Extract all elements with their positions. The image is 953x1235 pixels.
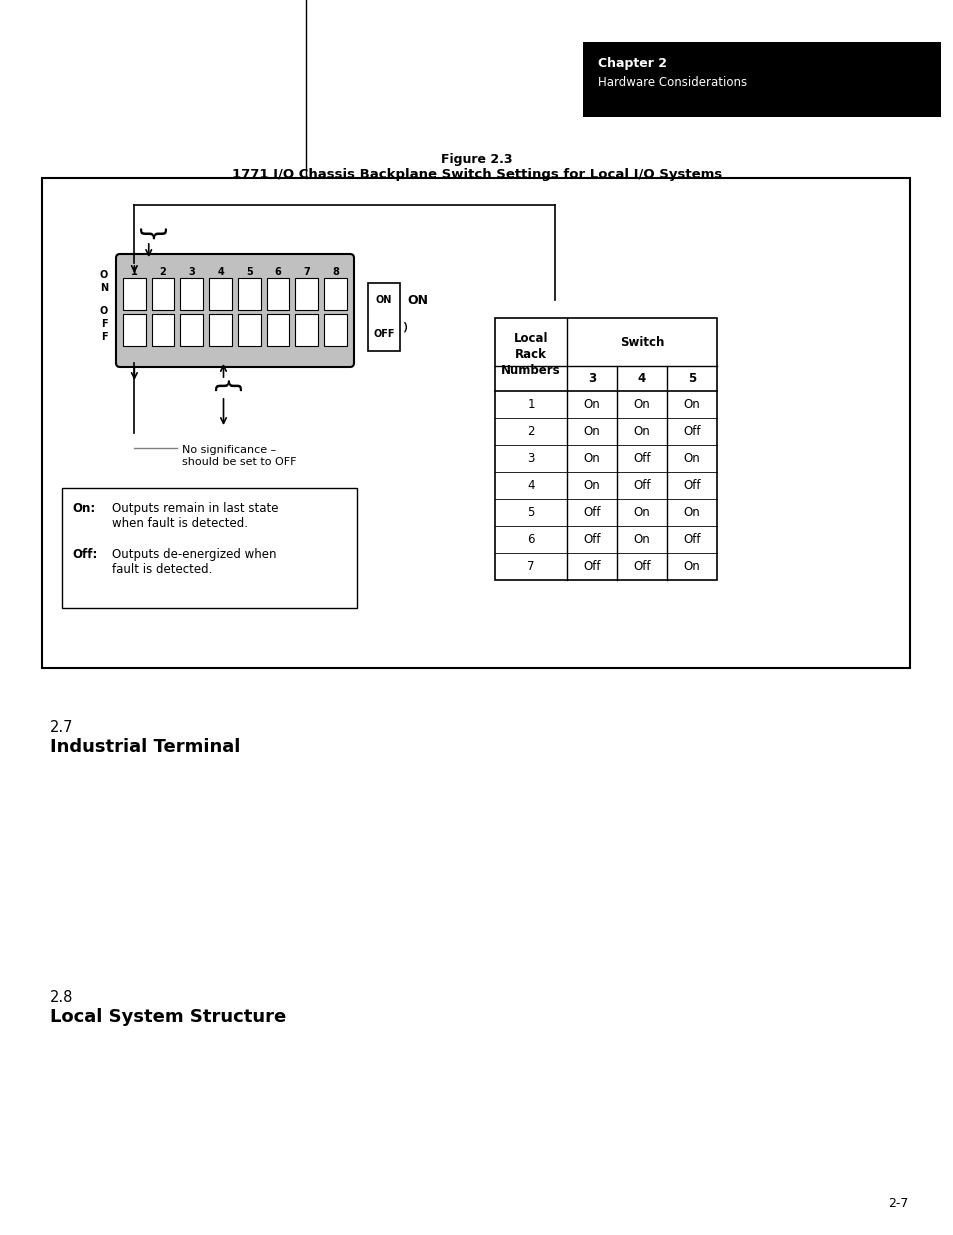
Text: 6: 6 xyxy=(274,267,281,277)
Text: F: F xyxy=(101,319,107,329)
Text: Off: Off xyxy=(682,425,700,438)
Bar xyxy=(180,314,203,346)
Text: 4: 4 xyxy=(638,372,645,385)
Text: Off: Off xyxy=(582,534,600,546)
Text: On: On xyxy=(633,398,650,411)
Text: On: On xyxy=(583,398,599,411)
Bar xyxy=(209,278,232,310)
Text: 3: 3 xyxy=(189,267,195,277)
Text: 5: 5 xyxy=(527,506,534,519)
Text: N: N xyxy=(100,283,108,293)
Bar xyxy=(267,278,289,310)
Bar xyxy=(495,317,717,580)
Text: ON: ON xyxy=(407,294,428,306)
Text: Off: Off xyxy=(582,559,600,573)
Text: 4: 4 xyxy=(217,267,224,277)
Text: Off: Off xyxy=(682,479,700,492)
Text: 8: 8 xyxy=(332,267,338,277)
Text: 5: 5 xyxy=(246,267,253,277)
Bar xyxy=(295,314,318,346)
Text: No significance –
should be set to OFF: No significance – should be set to OFF xyxy=(182,445,296,467)
Bar xyxy=(324,278,347,310)
Text: ON: ON xyxy=(375,295,392,305)
Text: 3: 3 xyxy=(587,372,596,385)
Text: Local
Rack
Numbers: Local Rack Numbers xyxy=(500,332,560,377)
Text: 2-7: 2-7 xyxy=(887,1197,907,1210)
Text: 6: 6 xyxy=(527,534,535,546)
Bar xyxy=(368,283,399,351)
Bar xyxy=(42,178,909,668)
Text: Off: Off xyxy=(633,559,650,573)
Bar xyxy=(123,278,146,310)
Bar xyxy=(123,314,146,346)
Text: On: On xyxy=(583,452,599,466)
Bar xyxy=(237,314,260,346)
Text: O: O xyxy=(100,270,108,280)
Text: On: On xyxy=(683,398,700,411)
Text: O: O xyxy=(100,306,108,316)
Text: 2.7: 2.7 xyxy=(50,720,73,735)
Text: 2: 2 xyxy=(159,267,167,277)
Text: OFF: OFF xyxy=(373,329,395,338)
Text: }: } xyxy=(134,227,163,245)
Text: On: On xyxy=(683,506,700,519)
Text: Outputs de-energized when
fault is detected.: Outputs de-energized when fault is detec… xyxy=(112,548,276,576)
Text: Off:: Off: xyxy=(71,548,97,561)
Text: Off: Off xyxy=(682,534,700,546)
Text: 3: 3 xyxy=(527,452,534,466)
Text: {: { xyxy=(210,379,237,396)
Text: On: On xyxy=(583,479,599,492)
Text: On: On xyxy=(583,425,599,438)
Bar xyxy=(209,314,232,346)
Text: Off: Off xyxy=(633,479,650,492)
Text: Chapter 2: Chapter 2 xyxy=(598,57,666,70)
Text: 5: 5 xyxy=(687,372,696,385)
Bar xyxy=(237,278,260,310)
FancyBboxPatch shape xyxy=(116,254,354,367)
Text: F: F xyxy=(101,332,107,342)
Text: On:: On: xyxy=(71,501,95,515)
Bar xyxy=(180,278,203,310)
Text: On: On xyxy=(683,559,700,573)
Bar xyxy=(152,278,174,310)
Text: 1: 1 xyxy=(527,398,535,411)
Text: On: On xyxy=(633,506,650,519)
Text: Industrial Terminal: Industrial Terminal xyxy=(50,739,240,756)
Text: On: On xyxy=(633,425,650,438)
Text: On: On xyxy=(683,452,700,466)
Text: 7: 7 xyxy=(303,267,310,277)
Text: Switch: Switch xyxy=(619,336,663,348)
Text: 1: 1 xyxy=(131,267,137,277)
Bar xyxy=(295,278,318,310)
Text: Local System Structure: Local System Structure xyxy=(50,1008,286,1026)
Bar xyxy=(582,42,940,117)
Text: Outputs remain in last state
when fault is detected.: Outputs remain in last state when fault … xyxy=(112,501,278,530)
Bar xyxy=(62,488,356,608)
Bar xyxy=(267,314,289,346)
Text: 4: 4 xyxy=(527,479,535,492)
Text: 2: 2 xyxy=(527,425,535,438)
Text: Hardware Considerations: Hardware Considerations xyxy=(598,77,746,89)
Text: 1771 I/O Chassis Backplane Switch Settings for Local I/O Systems: 1771 I/O Chassis Backplane Switch Settin… xyxy=(232,168,721,182)
Bar xyxy=(324,314,347,346)
Text: Off: Off xyxy=(633,452,650,466)
Bar xyxy=(152,314,174,346)
Text: Figure 2.3: Figure 2.3 xyxy=(441,153,512,165)
Text: 2.8: 2.8 xyxy=(50,990,73,1005)
Text: 7: 7 xyxy=(527,559,535,573)
Text: Off: Off xyxy=(582,506,600,519)
Text: On: On xyxy=(633,534,650,546)
